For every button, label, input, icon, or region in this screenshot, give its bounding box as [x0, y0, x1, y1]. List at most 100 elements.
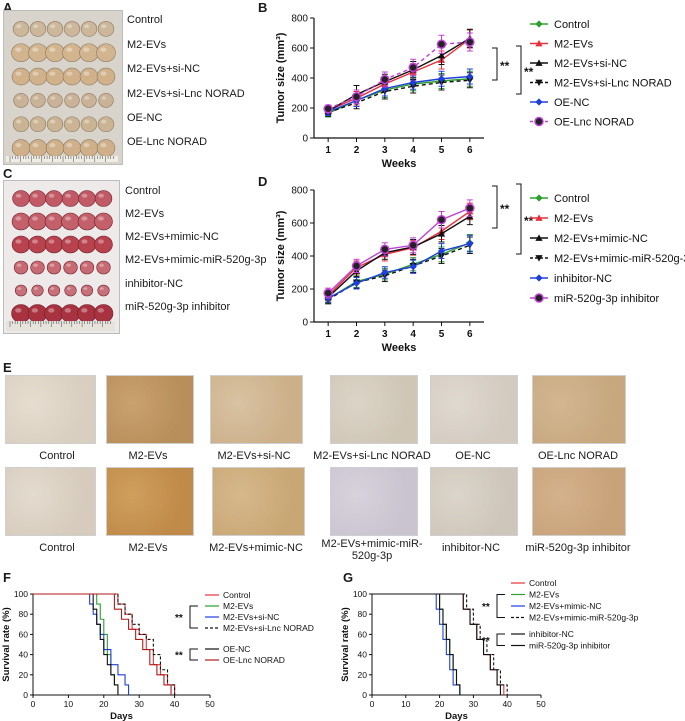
- chart-d-tumor-size: 0 200 400 600 800 1 2 3 4 5 6 Weeks Tumor size (mm³)…: [275, 183, 685, 354]
- panel-label-d: D: [258, 174, 268, 189]
- sig-label: **: [482, 602, 490, 613]
- x-tick-label: 3: [382, 329, 388, 340]
- legend-label: Control: [554, 193, 589, 205]
- x-tick-label: 50: [536, 699, 546, 709]
- chart-g-survival: 0 20 40 60 80 100 0 10 20 30 40 50 Days Survival rate…: [340, 578, 639, 721]
- tumor: [61, 190, 80, 207]
- tumor-highlight: [15, 142, 22, 148]
- data-point: [408, 62, 418, 73]
- tumor-highlight: [32, 193, 38, 198]
- tumor-highlight: [33, 24, 39, 29]
- tumor: [62, 43, 82, 63]
- tumor-highlight: [48, 216, 55, 221]
- legend-marker: [535, 20, 543, 28]
- legend-label: OE-NC: [223, 644, 250, 654]
- sig-bracket: [189, 648, 198, 661]
- y-tick-label: 800: [291, 14, 308, 25]
- ihc-image: [430, 375, 518, 444]
- ihc-image: [5, 375, 96, 444]
- legend-label: Control: [223, 590, 251, 600]
- x-tick-label: 10: [401, 699, 411, 709]
- legend-marker: [535, 274, 543, 282]
- tumor: [27, 304, 48, 323]
- tumor-highlight: [33, 263, 38, 267]
- series-line: [327, 210, 471, 297]
- tumor-highlight: [67, 24, 73, 29]
- y-tick-label: 800: [291, 186, 308, 197]
- series-3: [324, 72, 474, 117]
- ihc-image: [212, 467, 305, 536]
- tumor-highlight: [49, 71, 56, 76]
- y-tick-label: 60: [358, 629, 368, 639]
- tumor: [96, 67, 116, 86]
- legend-label: M2-EVs+si-NC: [554, 58, 627, 70]
- series-4: [324, 234, 474, 303]
- tumor-highlight: [101, 24, 107, 29]
- legend-label: M2-EVs+mimic-NC: [554, 233, 648, 245]
- ruler: [6, 156, 118, 162]
- series-line: [327, 207, 471, 294]
- x-tick-label: 50: [205, 699, 215, 709]
- tumor-photo-a: [3, 10, 123, 165]
- x-tick-label: 20: [435, 699, 445, 709]
- tumor-highlight: [32, 71, 39, 76]
- y-tick-label: 600: [291, 44, 308, 55]
- tumor-highlight: [97, 308, 104, 313]
- tumor: [12, 190, 30, 207]
- tumor: [77, 235, 97, 254]
- series-1: [324, 202, 474, 302]
- tumor: [98, 93, 114, 108]
- tumor-highlight: [16, 96, 22, 100]
- x-axis-label: Weeks: [382, 158, 417, 170]
- y-tick-label: 100: [353, 589, 367, 599]
- legend-label: OE-NC: [554, 97, 590, 109]
- tumor-highlight: [48, 239, 55, 244]
- tumor: [46, 260, 62, 275]
- x-tick-label: 40: [502, 699, 512, 709]
- tumor-highlight: [49, 47, 56, 52]
- tumor: [79, 260, 95, 275]
- survival-curve-5: [372, 593, 501, 695]
- x-tick-label: 1: [325, 329, 331, 340]
- sig-bracket: [189, 605, 198, 629]
- y-tick-label: 0: [362, 690, 367, 700]
- panel-a-label-oenc: OE-NC: [127, 112, 163, 124]
- panel-label-f: F: [3, 570, 11, 585]
- data-point: [323, 288, 333, 298]
- panel-a-label-silnc: M2-EVs+si-Lnc NORAD: [127, 88, 245, 100]
- tumor-highlight: [17, 287, 22, 290]
- tumor: [97, 116, 115, 133]
- tumor-highlight: [50, 119, 56, 124]
- ihc-image: [210, 375, 303, 444]
- legend-label: M2-EVs: [529, 590, 559, 600]
- x-axis-label: Days: [110, 711, 133, 721]
- tumor-highlight: [83, 287, 88, 290]
- ihc-caption-r2-2: M2-EVs: [128, 542, 168, 554]
- series-line: [327, 79, 470, 114]
- y-tick-label: 0: [302, 134, 308, 145]
- tumor-highlight: [15, 216, 22, 221]
- x-tick-label: 6: [467, 329, 473, 340]
- y-tick-label: 0: [23, 690, 28, 700]
- tumor-highlight: [66, 47, 73, 52]
- ihc-image: [532, 375, 626, 444]
- ihc-caption-r2-1: Control: [39, 542, 75, 554]
- tumor: [79, 43, 99, 63]
- tumor: [31, 284, 44, 297]
- tumor: [60, 304, 81, 323]
- sig-bracket: [516, 45, 522, 95]
- x-axis-label: Weeks: [382, 342, 417, 354]
- tumor: [13, 93, 29, 108]
- tumor-highlight: [16, 119, 22, 124]
- tumor-highlight: [16, 24, 22, 29]
- tumor: [80, 284, 94, 297]
- panel-c-label-m2evs: M2-EVs: [125, 208, 165, 220]
- tumor-highlight: [15, 308, 22, 313]
- tumor: [14, 284, 28, 297]
- panel-a-label-m2evs: M2-EVs: [127, 39, 167, 51]
- legend-marker: [535, 214, 543, 221]
- survival-curve-2: [33, 593, 130, 695]
- tumor: [28, 212, 47, 231]
- legend-marker: [535, 234, 543, 241]
- data-point: [380, 74, 390, 85]
